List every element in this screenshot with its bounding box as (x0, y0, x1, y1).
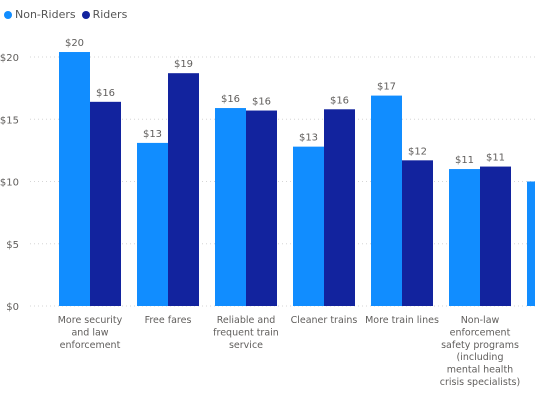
bar-non-riders-2[interactable] (215, 108, 246, 306)
data-label: $12 (408, 146, 427, 157)
x-tick-label: (including (457, 352, 504, 363)
bar-non-riders-1[interactable] (137, 142, 168, 306)
y-tick-label: $20 (0, 53, 19, 64)
x-tick-label: Cleaner trains (291, 315, 358, 326)
x-tick-label: Free fares (145, 315, 192, 326)
bar-non-riders-4[interactable] (371, 95, 402, 306)
bar-riders-0[interactable] (90, 101, 121, 306)
y-tick-label: $0 (6, 302, 19, 313)
legend-marker-riders (81, 10, 90, 19)
y-tick-label: $10 (0, 178, 19, 189)
data-label: $16 (221, 94, 240, 105)
chart-legend: Non-Riders Riders (4, 8, 133, 21)
y-tick-label: $5 (6, 240, 19, 251)
bar-riders-1[interactable] (168, 73, 199, 306)
bar-non-riders-0[interactable] (59, 52, 90, 306)
x-tick-label: service (229, 340, 263, 351)
bar-non-riders-6[interactable] (527, 181, 535, 307)
x-tick-label: More train lines (365, 315, 439, 326)
x-tick-label: More security (58, 315, 123, 326)
data-label: $16 (330, 95, 349, 106)
legend-item-riders[interactable]: Riders (81, 8, 128, 21)
x-tick-label: crisis specialists) (440, 377, 520, 388)
data-label: $16 (252, 97, 271, 108)
legend-marker-non-riders (4, 10, 12, 19)
data-label: $13 (143, 129, 162, 140)
legend-item-non-riders[interactable]: Non-Riders (4, 8, 76, 21)
x-tick-label: enforcement (450, 327, 511, 338)
bar-non-riders-5[interactable] (449, 169, 480, 306)
bar-riders-3[interactable] (324, 109, 355, 306)
x-tick-label: enforcement (60, 340, 121, 351)
bar-riders-4[interactable] (402, 160, 433, 306)
bar-riders-2[interactable] (246, 110, 277, 306)
data-label: $13 (299, 133, 318, 144)
data-label: $20 (65, 38, 84, 49)
bar-non-riders-3[interactable] (293, 146, 324, 306)
x-tick-label: frequent train (213, 327, 279, 338)
x-tick-label: Non-law (461, 315, 500, 326)
x-tick-label: and law (71, 327, 108, 338)
legend-label-riders: Riders (92, 8, 128, 21)
bar-riders-5[interactable] (480, 166, 511, 306)
data-label: $11 (455, 155, 474, 166)
data-label: $16 (96, 88, 115, 99)
x-tick-label: mental health (447, 365, 513, 376)
y-tick-label: $15 (0, 115, 19, 126)
data-label: $19 (174, 59, 193, 70)
legend-label-non-riders: Non-Riders (15, 8, 76, 21)
x-tick-label: Reliable and (217, 315, 276, 326)
data-label: $11 (486, 153, 505, 164)
x-tick-label: safety programs (441, 340, 519, 351)
data-label: $17 (377, 82, 396, 93)
